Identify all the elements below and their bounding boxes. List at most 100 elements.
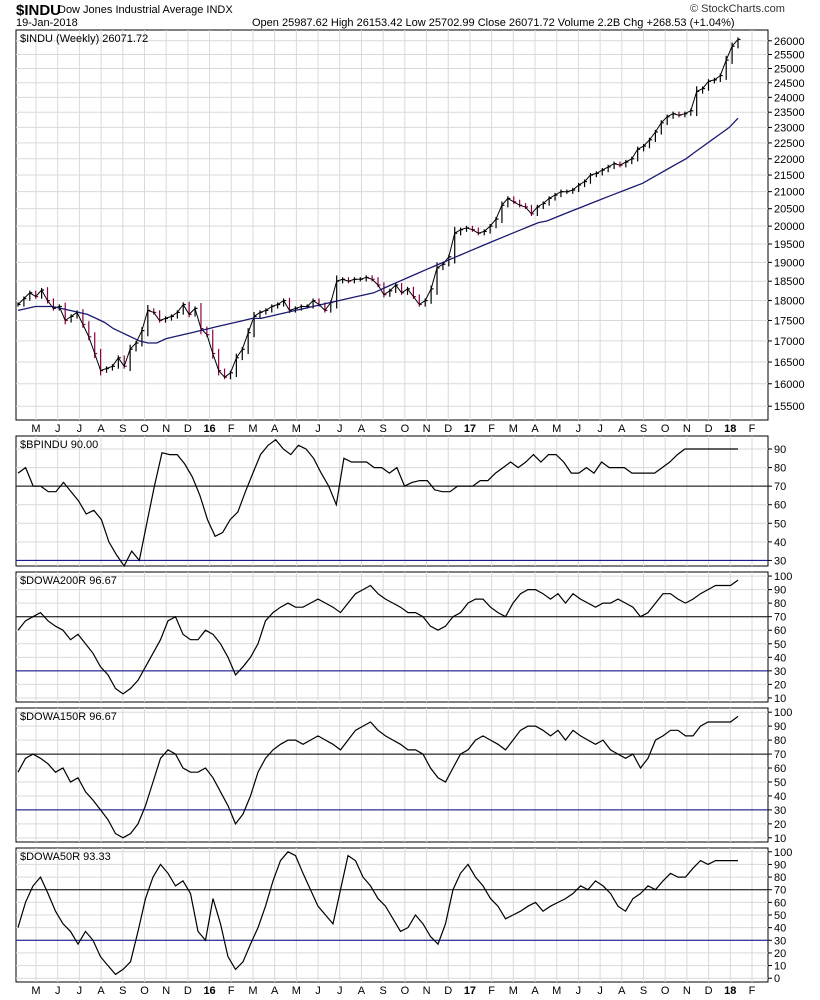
y-tick-label: 80 (774, 463, 786, 475)
x-tick-label: A (358, 985, 366, 997)
price-line (17, 39, 739, 378)
x-tick-label: D (705, 985, 713, 997)
y-tick-label: 90 (774, 444, 786, 456)
x-tick-label: M (509, 985, 518, 997)
y-tick-label: 0 (774, 973, 780, 985)
x-tick-label: J (337, 985, 343, 997)
y-tick-label: 20500 (774, 204, 805, 216)
x-tick-label: F (488, 985, 495, 997)
x-tick-label: 18 (724, 985, 736, 997)
y-tick-label: 16000 (774, 379, 805, 391)
x-tick-label: A (618, 985, 626, 997)
x-tick-label: M (248, 423, 257, 435)
x-tick-label: J (55, 423, 61, 435)
y-tick-label: 19500 (774, 239, 805, 251)
x-tick-label: O (661, 423, 670, 435)
y-tick-label: 23000 (774, 122, 805, 134)
x-tick-label: A (531, 985, 539, 997)
indicator-line (17, 715, 739, 839)
y-tick-label: 70 (774, 612, 786, 624)
y-tick-label: 18000 (774, 296, 805, 308)
x-tick-label: F (228, 423, 235, 435)
panel-label: $BPINDU 90.00 (20, 439, 98, 451)
x-tick-label: 18 (724, 423, 736, 435)
x-tick-label: D (444, 985, 452, 997)
x-tick-label: O (661, 985, 670, 997)
chart-date: 19-Jan-2018 (16, 17, 78, 29)
symbol-title: $INDU (16, 2, 62, 19)
x-tick-label: J (77, 423, 83, 435)
y-tick-label: 16500 (774, 357, 805, 369)
y-tick-label: 70 (774, 885, 786, 897)
y-tick-label: 22500 (774, 138, 805, 150)
panel-label: $DOWA200R 96.67 (20, 575, 117, 587)
x-tick-label: N (683, 423, 691, 435)
panel-label: $INDU (Weekly) 26071.72 (20, 33, 148, 45)
x-tick-label: N (162, 985, 170, 997)
moving-average-line (17, 117, 739, 344)
x-tick-label: O (140, 423, 149, 435)
x-tick-label: F (488, 423, 495, 435)
x-tick-label: J (77, 985, 83, 997)
x-tick-label: 17 (464, 985, 476, 997)
panel-frame (15, 29, 769, 421)
x-tick-label: M (292, 985, 301, 997)
exchange-code: INDX (206, 4, 233, 16)
x-tick-label: M (31, 985, 40, 997)
x-tick-label: 16 (203, 423, 215, 435)
x-tick-label: M (31, 423, 40, 435)
y-tick-label: 30 (774, 805, 786, 817)
chart-header: $INDU Dow Jones Industrial Average INDX … (0, 0, 820, 30)
x-tick-label: A (271, 985, 279, 997)
y-tick-label: 40 (774, 652, 786, 664)
y-tick-label: 100 (774, 571, 792, 583)
indicator-line (17, 851, 738, 976)
x-tick-label: N (683, 985, 691, 997)
x-tick-label: J (55, 985, 61, 997)
y-tick-label: 90 (774, 859, 786, 871)
y-tick-label: 30 (774, 555, 786, 567)
y-tick-label: 60 (774, 625, 786, 637)
x-tick-label: S (640, 985, 647, 997)
x-tick-label: D (184, 985, 192, 997)
x-tick-label: S (119, 423, 126, 435)
panel-2 (15, 571, 772, 703)
x-tick-label: D (184, 423, 192, 435)
y-tick-label: 22000 (774, 154, 805, 166)
y-tick-label: 23500 (774, 107, 805, 119)
y-tick-label: 30 (774, 935, 786, 947)
stockcharts-logo: © StockCharts.com (690, 3, 785, 15)
quote-line: Open 25987.62 High 26153.42 Low 25702.99… (252, 17, 735, 29)
x-tick-label: N (162, 423, 170, 435)
x-tick-label: S (119, 985, 126, 997)
y-tick-label: 80 (774, 735, 786, 747)
x-tick-label: J (337, 423, 343, 435)
y-tick-label: 21500 (774, 170, 805, 182)
panel-4 (15, 847, 772, 983)
y-tick-label: 24500 (774, 78, 805, 90)
panel-frame (15, 571, 769, 703)
x-tick-label: O (401, 985, 410, 997)
x-tick-label: J (315, 423, 321, 435)
x-tick-label: A (618, 423, 626, 435)
y-tick-label: 19000 (774, 257, 805, 269)
y-tick-label: 40 (774, 923, 786, 935)
x-tick-label: J (597, 985, 603, 997)
y-tick-label: 80 (774, 598, 786, 610)
x-tick-label: M (292, 423, 301, 435)
y-tick-label: 26000 (774, 36, 805, 48)
y-tick-label: 40 (774, 791, 786, 803)
y-tick-label: 60 (774, 897, 786, 909)
y-tick-label: 25500 (774, 50, 805, 62)
panel-label: $DOWA50R 93.33 (20, 851, 111, 863)
y-tick-label: 20000 (774, 221, 805, 233)
y-tick-label: 50 (774, 518, 786, 530)
y-tick-label: 20 (774, 819, 786, 831)
x-tick-label: F (749, 985, 756, 997)
x-tick-label: O (140, 985, 149, 997)
x-tick-label: M (552, 985, 561, 997)
x-tick-label: S (379, 985, 386, 997)
y-tick-label: 60 (774, 763, 786, 775)
x-tick-label: 16 (203, 985, 215, 997)
y-tick-label: 60 (774, 500, 786, 512)
